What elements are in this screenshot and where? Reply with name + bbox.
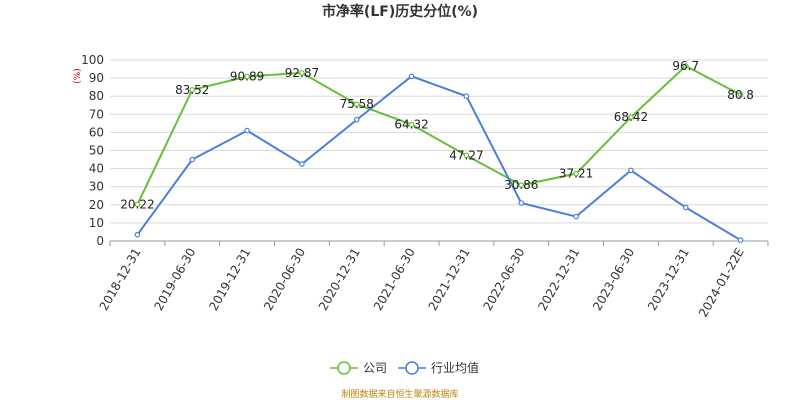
data-point [134,201,141,208]
y-tick-label: 100 [81,53,104,67]
data-point [518,182,525,188]
data-label: 92.87 [285,66,319,80]
x-tick-label: 2022-06-30 [480,246,527,313]
y-tick-label: 20 [89,198,104,212]
y-tick-label: 10 [89,216,104,230]
data-point [244,127,250,134]
y-tick-label: 30 [89,180,104,194]
data-label: 83.52 [175,83,209,97]
data-labels: 20.22 83.52 90.89 92.87 75.58 64.32 47.27 30.86… [120,59,754,211]
legend-label: 公司 [363,361,387,375]
data-point [682,204,689,211]
y-tick-label: 80 [89,89,104,103]
data-point [628,114,634,120]
data-point [737,237,744,243]
y-tick-label: 40 [89,162,104,176]
y-tick-label: 60 [89,125,104,139]
data-point [463,152,470,159]
series-line [136,75,742,241]
data-point [353,101,360,108]
data-point [299,70,305,76]
data-label: 90.89 [230,69,264,83]
chart-title: 市净率(LF)历史分位(%) [322,3,478,20]
legend-marker [405,361,419,375]
data-label: 20.22 [120,197,154,211]
data-point [573,170,579,177]
data-point [628,167,634,174]
data-label: 75.58 [340,97,374,111]
data-label: 68.42 [614,110,648,124]
y-tick-label: 90 [89,71,104,85]
x-tick-label: 2023-12-31 [645,246,692,313]
y-tick-label: 50 [89,144,104,158]
data-point [463,93,470,100]
series-lines [134,63,744,243]
data-point [518,200,525,206]
series-line [136,64,742,205]
data-point [189,87,196,93]
data-point [408,121,415,128]
source-note: 制图数据来自恒生聚源数据库 [341,388,458,400]
data-point [244,73,250,80]
data-label: 96.7 [672,59,699,73]
data-label: 64.32 [394,118,428,132]
x-tick-label: 2019-06-30 [151,246,198,313]
y-tick-label: 70 [89,107,104,121]
x-axis: 2018-12-31 2019-06-30 2019-12-31 2020-06-30… [97,241,769,320]
data-point [299,161,305,167]
legend: 公司 行业均值 [330,360,479,375]
data-label: 37.21 [559,167,593,181]
data-point [737,91,744,98]
grid-lines [110,59,768,242]
data-label: 80.8 [727,88,754,102]
x-tick-label: 2024-01-22E [696,246,747,320]
x-tick-label: 2018-12-31 [97,246,144,313]
data-point [408,73,415,80]
data-label: 30.86 [504,178,538,192]
y-axis-ticks: 0 10 20 30 40 50 60 70 80 90 100 [81,53,104,248]
data-point [353,116,360,123]
data-label: 47.27 [449,148,483,162]
y-axis-label: (%) [73,68,83,84]
x-tick-label: 2023-06-30 [590,246,637,313]
data-point [573,213,579,220]
x-tick-label: 2021-06-30 [371,246,418,313]
legend-label: 行业均值 [431,360,479,375]
x-tick-label: 2020-12-31 [316,246,363,313]
data-point [134,231,141,238]
x-tick-label: 2019-12-31 [206,246,253,313]
x-tick-label: 2022-12-31 [535,246,582,313]
y-tick-label: 0 [96,234,104,248]
x-tick-label: 2021-12-31 [426,246,473,313]
x-tick-label: 2020-06-30 [261,246,308,313]
legend-marker [337,361,351,375]
data-point [189,156,196,163]
data-point [682,63,689,69]
